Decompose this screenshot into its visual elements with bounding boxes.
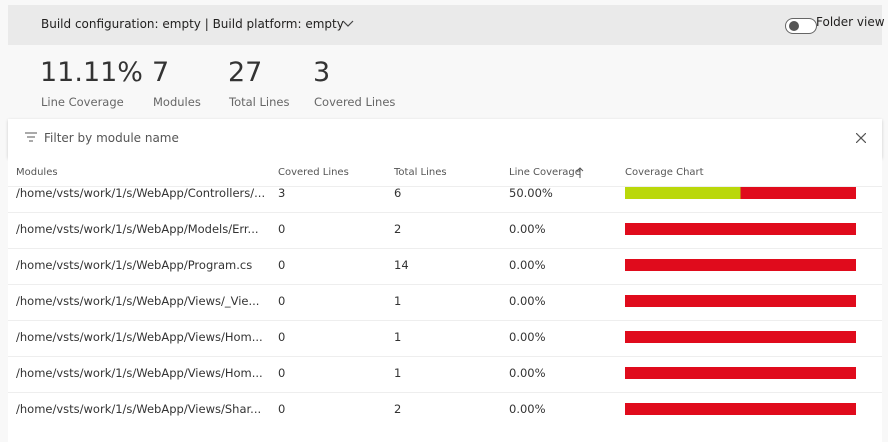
folder-toggle[interactable]: [785, 18, 817, 34]
coverage-chart: [625, 259, 856, 271]
row-separator: [8, 392, 882, 393]
coverage-cell: 0.00%: [509, 294, 546, 308]
row-separator: [8, 248, 882, 249]
module-cell: /home/vsts/work/1/s/WebApp/Program.cs: [16, 258, 253, 272]
total-cell: 1: [394, 366, 402, 380]
covered-cell: 0: [278, 294, 286, 308]
column-header[interactable]: Line Coverage: [509, 167, 581, 178]
column-header[interactable]: Modules: [16, 167, 58, 178]
chevron-icon[interactable]: [342, 19, 354, 29]
uncovered-bar: [625, 331, 856, 343]
uncovered-bar: [625, 259, 856, 271]
top-bar: Build configuration: empty | Build platf…: [8, 5, 885, 45]
coverage-cell: 0.00%: [509, 258, 546, 272]
covered-bar: [625, 187, 741, 199]
row-separator: [8, 356, 882, 357]
module-cell: /home/vsts/work/1/s/WebApp/Views/_Vie...: [16, 294, 260, 308]
coverage-chart: [625, 403, 856, 415]
row-separator: [8, 212, 882, 213]
total-cell: 2: [394, 222, 402, 236]
summary-label: Covered Lines: [314, 95, 396, 109]
column-header[interactable]: Total Lines: [394, 167, 447, 178]
coverage-chart: [625, 295, 856, 307]
summary-label: Line Coverage: [41, 95, 124, 109]
total-cell: 1: [394, 330, 402, 344]
module-cell: /home/vsts/work/1/s/WebApp/Controllers/.…: [16, 186, 266, 200]
summary-value: 27: [228, 57, 263, 88]
row-separator: [8, 284, 882, 285]
total-cell: 14: [394, 258, 409, 272]
coverage-cell: 0.00%: [509, 222, 546, 236]
coverage-chart: [625, 187, 856, 199]
module-cell: /home/vsts/work/1/s/WebApp/Views/Shar...: [16, 402, 262, 416]
covered-cell: 0: [278, 258, 286, 272]
folder-view-label[interactable]: Folder view: [816, 15, 885, 29]
module-cell: /home/vsts/work/1/s/WebApp/Models/Err...: [16, 222, 259, 236]
clear-icon[interactable]: [856, 133, 866, 143]
sort-icon[interactable]: [576, 167, 584, 178]
coverage-cell: 0.00%: [509, 330, 546, 344]
coverage-table: Modules Covered Lines Total Lines Line Cove…: [8, 158, 882, 442]
uncovered-bar: [625, 367, 856, 379]
covered-cell: 0: [278, 366, 286, 380]
coverage-chart: [625, 331, 856, 343]
covered-cell: 3: [278, 186, 286, 200]
summary-label: Modules: [153, 95, 201, 109]
filter-placeholder[interactable]: Filter by module name: [44, 131, 179, 145]
filter-bar[interactable]: Filter by module name: [8, 119, 882, 158]
coverage-chart: [625, 367, 856, 379]
coverage-cell: 0.00%: [509, 366, 546, 380]
coverage-cell: 50.00%: [509, 186, 553, 200]
covered-cell: 0: [278, 402, 286, 416]
filter-icon: [25, 132, 37, 142]
header-separator: [8, 186, 882, 187]
uncovered-bar: [740, 187, 856, 199]
covered-cell: 0: [278, 222, 286, 236]
uncovered-bar: [625, 295, 856, 307]
total-cell: 6: [394, 186, 402, 200]
summary-value: 7: [152, 57, 170, 88]
total-cell: 2: [394, 402, 402, 416]
row-separator: [8, 320, 882, 321]
coverage-cell: 0.00%: [509, 402, 546, 416]
module-cell: /home/vsts/work/1/s/WebApp/Views/Hom...: [16, 330, 263, 344]
column-header[interactable]: Coverage Chart: [625, 167, 704, 178]
module-cell: /home/vsts/work/1/s/WebApp/Views/Hom...: [16, 366, 263, 380]
summary-label: Total Lines: [229, 95, 290, 109]
total-cell: 1: [394, 294, 402, 308]
uncovered-bar: [625, 403, 856, 415]
covered-cell: 0: [278, 330, 286, 344]
coverage-chart: [625, 223, 856, 235]
uncovered-bar: [625, 223, 856, 235]
build-selector[interactable]: Build configuration: empty | Build platf…: [41, 17, 344, 31]
column-header[interactable]: Covered Lines: [278, 167, 349, 178]
summary-value: 11.11%: [40, 57, 143, 88]
summary-value: 3: [313, 57, 331, 88]
